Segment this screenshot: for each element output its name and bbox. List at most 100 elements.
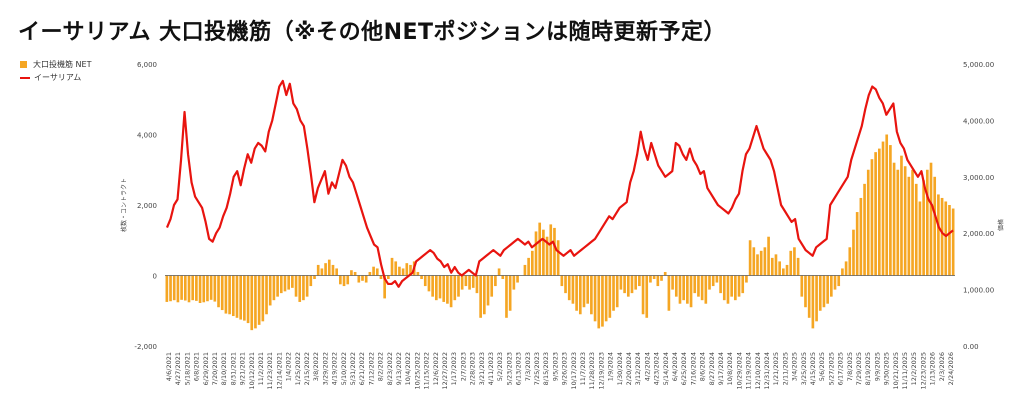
net-bar [889, 145, 892, 276]
x-tick-label: 3/21/2023 [478, 352, 486, 385]
net-bar [394, 261, 398, 276]
x-tick-label: 3/25/2025 [800, 352, 808, 385]
net-bar [165, 275, 169, 302]
net-bar [671, 275, 674, 290]
net-bar [243, 275, 246, 321]
net-bar [505, 275, 508, 318]
net-bar [427, 275, 431, 292]
net-bar [316, 264, 320, 276]
x-tick-label: 8/23/2022 [386, 352, 394, 385]
x-tick-label: 3/4/2025 [791, 352, 799, 381]
x-tick-label: 5/14/2024 [662, 352, 670, 385]
eth-price-line [165, 79, 954, 288]
net-bar [874, 152, 877, 276]
net-bar [401, 268, 405, 276]
net-bar [804, 275, 807, 308]
x-tick-label: 6/4/2024 [671, 352, 679, 381]
x-tick-label: 9/26/2023 [561, 352, 569, 385]
net-bar [534, 231, 538, 276]
net-bar [604, 275, 608, 322]
net-bar [800, 275, 804, 297]
x-tick-label: 8/27/2024 [708, 352, 716, 385]
net-bar [726, 275, 730, 304]
net-bar [922, 180, 925, 276]
net-bar [228, 275, 231, 315]
y-tick-label: 4,000 [137, 132, 157, 140]
x-tick-label: 12/10/2024 [754, 352, 762, 389]
net-bar [940, 197, 944, 276]
net-bar [663, 271, 667, 276]
legend-label-net: 大口投機筋 NET [33, 60, 92, 69]
net-bar [180, 275, 183, 300]
net-bar [782, 268, 785, 276]
net-bar [649, 275, 652, 283]
x-tick-label: 9/9/2025 [873, 352, 881, 381]
net-bar [460, 275, 464, 290]
net-bar [542, 229, 545, 276]
net-bar [479, 275, 482, 318]
net-bar [815, 275, 818, 322]
net-bar [774, 254, 778, 276]
net-bar [877, 148, 881, 276]
net-bar [841, 268, 844, 276]
net-bar [442, 275, 446, 302]
net-bar [590, 275, 593, 315]
net-bar [951, 208, 955, 276]
x-tick-label: 5/31/2022 [349, 352, 357, 385]
x-tick-label: 2/11/2025 [781, 352, 789, 385]
net-bar [826, 275, 829, 304]
x-tick-label: 1/21/2025 [772, 352, 780, 385]
net-bar [375, 268, 379, 276]
net-bar [213, 275, 217, 302]
net-bar [686, 275, 689, 304]
x-tick-label: 10/25/2022 [413, 352, 421, 389]
x-tick-label: 3/29/2022 [321, 352, 329, 385]
net-bar [638, 275, 641, 287]
net-bar [944, 201, 948, 276]
net-bar [807, 275, 811, 318]
chart-legend: 大口投機筋 NET イーサリアム [20, 58, 91, 84]
x-tick-label: 10/8/2024 [726, 352, 734, 385]
net-bar [560, 275, 564, 287]
net-bar [582, 275, 586, 308]
x-tick-label: 11/7/2023 [579, 352, 587, 385]
net-bar [619, 275, 623, 290]
net-bar [907, 176, 911, 276]
net-bar [501, 275, 505, 280]
x-tick-label: 2/28/2023 [469, 352, 477, 385]
x-tick-label: 10/17/2023 [570, 352, 578, 389]
net-bar [719, 275, 722, 294]
net-bar [298, 275, 302, 302]
net-bar [379, 275, 383, 280]
net-bar [169, 275, 172, 302]
net-bar [634, 275, 638, 290]
x-tick-label: 2/24/2026 [947, 352, 955, 385]
x-tick-label: 1/30/2024 [616, 352, 624, 385]
net-bar [759, 250, 763, 276]
net-bar [711, 275, 715, 287]
y-axis-title: 枚数・コントラクト [120, 178, 128, 232]
net-bar [626, 275, 630, 297]
net-bar [892, 162, 896, 276]
net-bar [656, 275, 660, 287]
net-bar [641, 275, 645, 315]
x-tick-label: 6/8/2021 [193, 352, 201, 381]
net-bar [689, 275, 693, 308]
x-tick-label: 6/29/2021 [202, 352, 210, 385]
x-tick-label: 2/7/2023 [459, 352, 467, 381]
net-bar [859, 197, 863, 276]
net-bar [564, 275, 567, 294]
x-tick-label: 5/6/2025 [818, 352, 826, 381]
x-tick-label: 3/12/2024 [634, 352, 642, 385]
x-tick-label: 11/19/2024 [745, 352, 753, 389]
net-bar [763, 247, 767, 276]
net-bar [704, 275, 708, 304]
net-bar [353, 271, 357, 276]
net-bar [390, 257, 394, 276]
x-tick-label: 6/21/2022 [358, 352, 366, 385]
x-tick-label: 9/13/2022 [395, 352, 403, 385]
net-bar [209, 275, 213, 300]
net-bar [748, 240, 752, 276]
x-tick-label: 4/27/2021 [174, 352, 182, 385]
net-bar [630, 275, 634, 294]
